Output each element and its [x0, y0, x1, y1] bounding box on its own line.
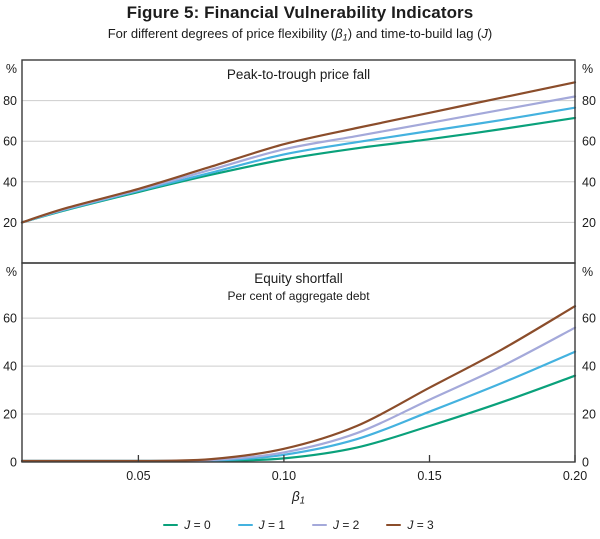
x-tick-label-0.15: 0.15 [417, 469, 441, 483]
figure-title: Figure 5: Financial Vulnerability Indica… [126, 3, 474, 22]
y-axis-unit-right-top: % [582, 62, 593, 76]
y-tick-label-left-bottom-40: 40 [3, 360, 17, 374]
bottom-panel-subtitle: Per cent of aggregate debt [227, 289, 370, 303]
tick-labels-layer: 20 20 40 40 60 60 80 80% % 0 0 20 20 40 40 60 60% % 0.05 0.… [3, 62, 596, 483]
legend-item-j3: J = 3 [386, 518, 434, 532]
curve-bottom-j=0 [20, 374, 577, 463]
gridlines-layer [22, 100, 575, 415]
y-axis-unit-right-bottom: % [582, 265, 593, 279]
y-tick-label-left-top-80: 80 [3, 94, 17, 108]
curve-top-j=3 [20, 81, 577, 224]
j-symbol: J [481, 26, 488, 41]
y-tick-label-right-top-20: 20 [582, 216, 596, 230]
x-axis-beta-subscript: 1 [299, 495, 306, 507]
curve-top-j=0 [20, 116, 577, 224]
top-panel-title: Peak-to-trough price fall [226, 67, 371, 82]
legend-item-j2: J = 2 [312, 518, 359, 532]
legend-line-swatch [163, 523, 179, 527]
legend-label: J = 0 [184, 518, 211, 532]
y-tick-label-left-bottom-60: 60 [3, 312, 17, 326]
axes-frame-layer [21, 59, 576, 463]
legend-label: J = 3 [407, 518, 434, 532]
bottom-panel-title: Equity shortfall [254, 271, 343, 286]
x-tick-label-0.10: 0.10 [272, 469, 296, 483]
y-axis-unit-left-bottom: % [6, 265, 17, 279]
x-tick-label-0.05: 0.05 [126, 469, 150, 483]
y-tick-label-right-bottom-20: 20 [582, 408, 596, 422]
curve-top-j=1 [20, 106, 577, 224]
legend-item-j1: J = 1 [237, 518, 285, 532]
y-tick-label-right-top-40: 40 [582, 175, 596, 189]
x-axis-label: β1 [22, 489, 575, 507]
subtitle-text-after: ) [487, 26, 493, 41]
chart-legend: J = 0 J = 1 J = 2 J = 3 [22, 516, 575, 534]
legend-line-swatch [312, 523, 327, 527]
beta-symbol: β [335, 26, 343, 41]
figure-subtitle: For different degrees of price flexibili… [0, 26, 600, 43]
legend-item-j0: J = 0 [163, 518, 211, 532]
legend-line-swatch [237, 523, 253, 527]
y-axis-unit-left-top: % [6, 62, 17, 76]
legend-label: J = 1 [258, 518, 285, 532]
legend-line-swatch [386, 523, 402, 527]
subtitle-text-middle: ) and time-to-build lag ( [347, 26, 482, 41]
y-tick-label-left-bottom-20: 20 [3, 408, 17, 422]
y-tick-label-right-bottom-0: 0 [582, 456, 589, 470]
y-tick-label-right-bottom-40: 40 [582, 360, 596, 374]
curve-bottom-j=3 [20, 305, 577, 463]
x-tick-label-0.20: 0.20 [563, 469, 587, 483]
curve-bottom-j=2 [20, 326, 577, 463]
y-tick-label-left-bottom-0: 0 [10, 456, 17, 470]
x-axis-beta-symbol: β [291, 489, 300, 504]
y-tick-label-right-top-80: 80 [582, 94, 596, 108]
y-tick-label-left-top-20: 20 [3, 216, 17, 230]
y-tick-label-left-top-60: 60 [3, 135, 17, 149]
curve-top-j=2 [20, 95, 577, 224]
y-tick-label-left-top-40: 40 [3, 175, 17, 189]
curves-layer [20, 81, 577, 463]
top-panel-frame [21, 59, 576, 264]
y-tick-label-right-bottom-60: 60 [582, 312, 596, 326]
subtitle-text-before: For different degrees of price flexibili… [107, 26, 336, 41]
bottom-panel-frame [21, 262, 576, 463]
legend-label: J = 2 [333, 518, 360, 532]
beta-subscript: 1 [342, 32, 348, 43]
y-tick-label-right-top-60: 60 [582, 135, 596, 149]
